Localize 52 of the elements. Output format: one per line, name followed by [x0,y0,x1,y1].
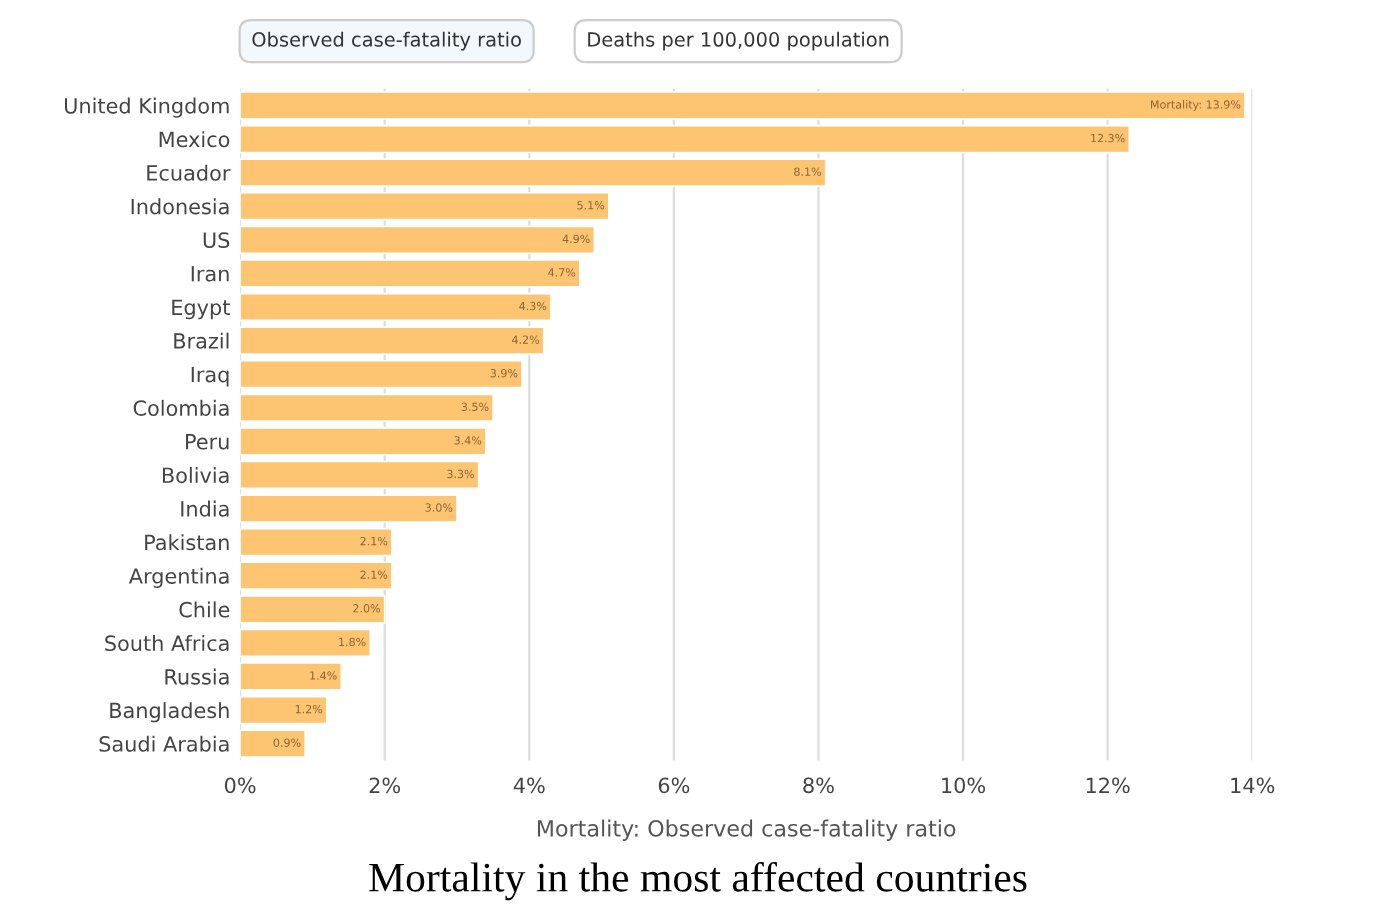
x-axis-title: Mortality: Observed case-fatality ratio [537,819,956,842]
bar [240,158,827,187]
x-tick-label: 0% [224,777,256,794]
y-tick-label: US [203,232,230,249]
bar [240,326,545,355]
y-tick-label: Pakistan [145,534,229,551]
y-tick-label: United Kingdom [64,97,229,118]
x-tick-label: 2% [369,777,401,794]
bar [240,359,523,389]
y-tick-label: Chile [179,601,230,618]
y-tick-label: Argentina [128,567,229,588]
y-tick-label: Russia [165,668,229,685]
y-tick-label: Saudi Arabia [99,735,229,752]
bar [240,527,393,557]
y-tick-label: Brazil [174,332,229,349]
y-tick-label: India [181,500,229,517]
x-tick-label: 12% [1086,777,1130,794]
bar [240,91,1246,120]
x-tick-label: 14% [1231,777,1275,794]
bar [240,494,458,523]
text: Deaths per 100,000 population [588,31,889,51]
text: Mortality in the most affected countries [369,861,1027,901]
bar [240,124,1131,154]
y-tick-label: Bangladesh [110,702,229,723]
bar [240,729,307,758]
y-tick-label: Ecuador [147,164,231,181]
y-tick-label: Indonesia [131,198,229,215]
bar [240,561,393,590]
y-tick-label: Colombia [133,399,229,416]
bar [240,628,372,658]
bar [240,292,552,322]
bar [240,695,328,725]
text: Observed case-fatality ratio [252,31,521,51]
bar [240,393,494,423]
bar [240,595,386,624]
y-tick-label: Iran [191,266,229,282]
y-tick-label: South Africa [105,634,229,652]
bar [240,225,596,255]
bar [240,427,487,456]
bar [240,460,480,490]
y-tick-label: Egypt [172,299,230,320]
y-tick-label: Mexico [159,131,230,148]
x-tick-label: 4% [513,777,545,794]
bar [240,259,581,288]
bar [240,662,343,691]
x-tick-label: 6% [658,777,690,794]
y-tick-label: Bolivia [162,467,229,484]
x-tick-label: 10% [942,777,986,794]
x-tick-label: 8% [803,777,834,794]
y-tick-label: Iraq [191,366,229,387]
bar [240,191,610,221]
y-tick-label: Peru [186,434,229,450]
